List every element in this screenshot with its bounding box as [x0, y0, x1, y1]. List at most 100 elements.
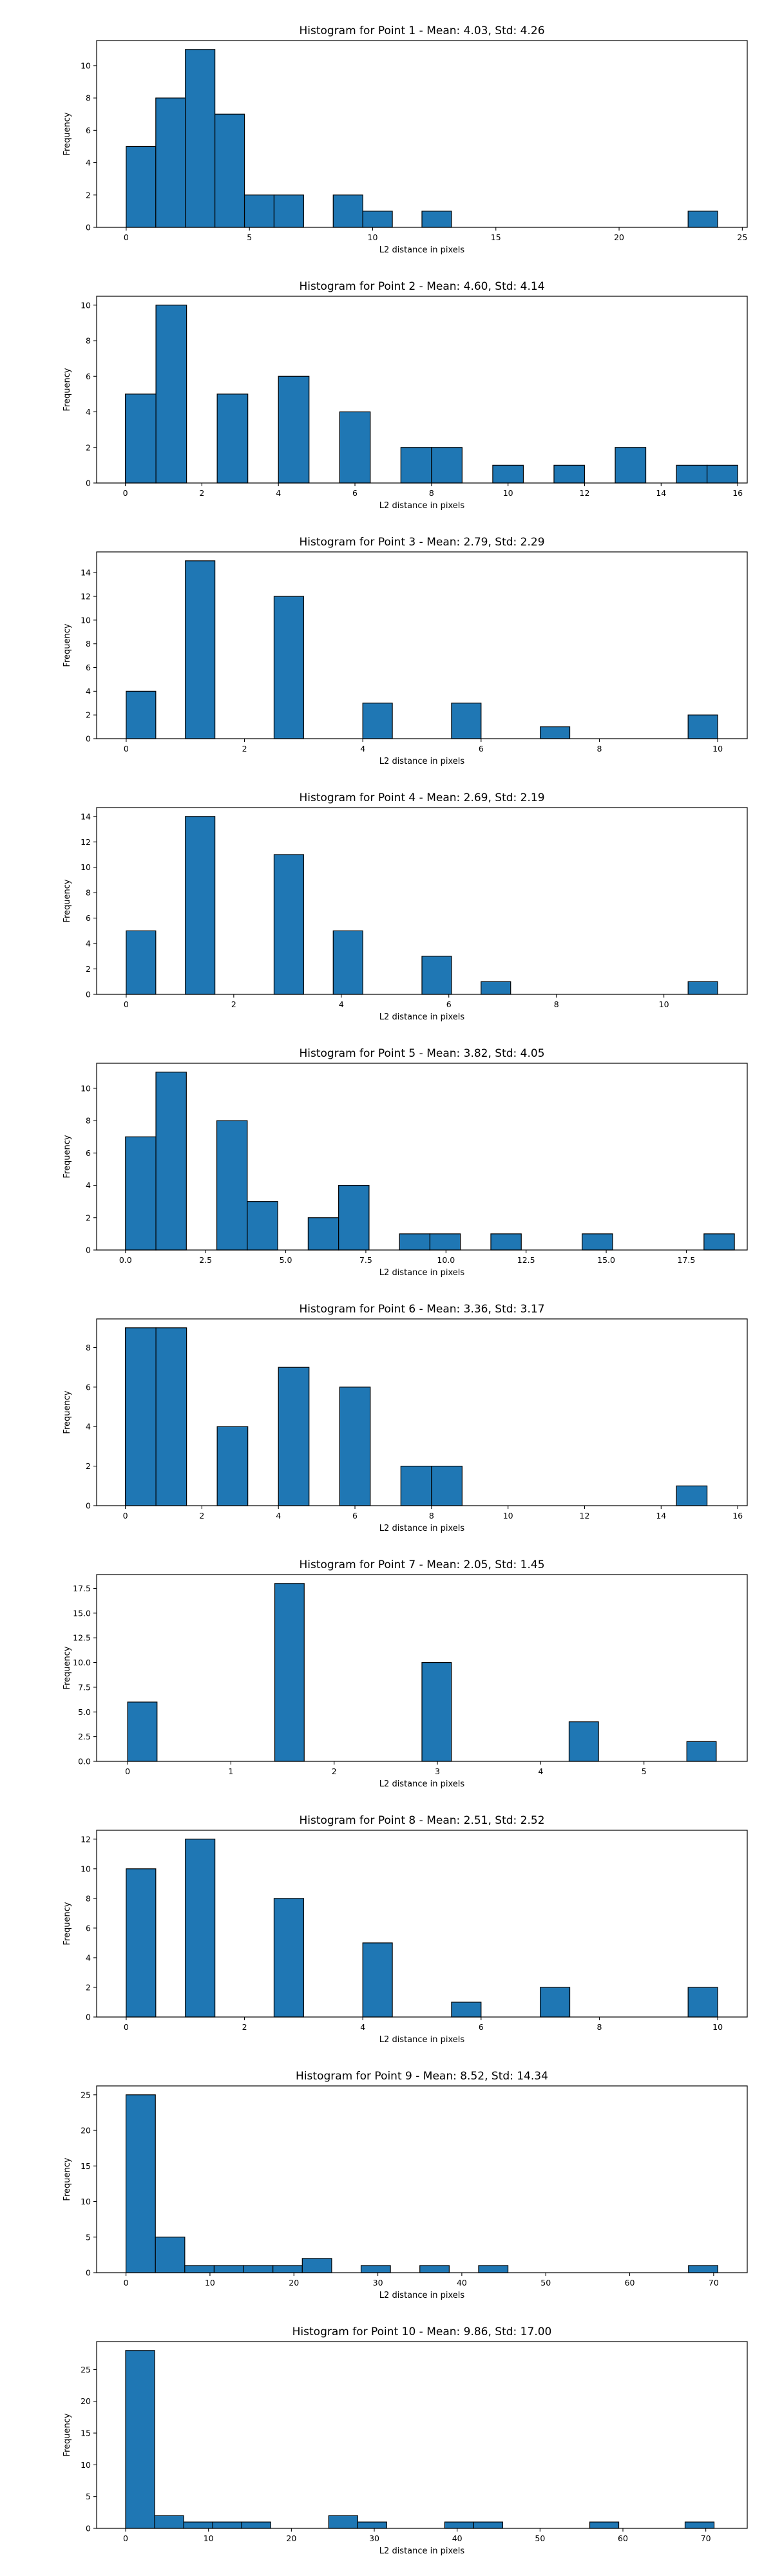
- y-tick-label: 7.5: [78, 1682, 91, 1692]
- x-tick-label: 2: [231, 999, 236, 1009]
- histogram-bar: [332, 930, 363, 995]
- y-tick-label: 12: [81, 837, 91, 847]
- histogram-bar: [155, 1327, 187, 1506]
- x-tick-label: 10: [503, 1511, 513, 1520]
- y-tick-label: 4: [86, 1422, 91, 1432]
- x-tick-label: 4: [276, 1511, 281, 1520]
- y-tick-label: 8: [86, 336, 91, 346]
- x-tick-label: 4: [276, 488, 281, 498]
- x-tick-label: 8: [554, 999, 559, 1009]
- histogram-panel-1: 0 5 10 15 20 25 0 2 4 6 8 10 Histogram for Point 1 -…: [62, 24, 748, 255]
- histogram-bar: [247, 1201, 278, 1251]
- histogram-bar: [216, 1426, 249, 1506]
- y-tick-label: 25: [81, 2090, 91, 2099]
- x-tick-label: 60: [625, 2278, 635, 2287]
- axes-frame: [96, 1063, 748, 1251]
- axes-frame: [96, 2341, 748, 2529]
- histogram-bar: [421, 956, 452, 995]
- y-tick-label: 2: [86, 442, 91, 452]
- histogram-bar: [676, 1485, 708, 1506]
- x-tick-label: 0: [124, 232, 129, 242]
- x-tick-label: 12: [580, 488, 590, 498]
- y-axis-label: Frequency: [62, 112, 72, 155]
- histogram-bar: [273, 1898, 304, 2018]
- y-tick-label: 2: [86, 1982, 91, 1992]
- x-axis-label: L2 distance in pixels: [379, 1524, 465, 1533]
- y-tick-label: 10: [81, 2197, 91, 2206]
- y-tick-label: 4: [86, 687, 91, 696]
- x-tick-label: 12.5: [517, 1255, 535, 1265]
- histogram-bar: [339, 411, 371, 484]
- y-axis-label: Frequency: [62, 1646, 72, 1689]
- x-tick-label: 2: [242, 744, 247, 753]
- axes-frame: [96, 807, 748, 995]
- histogram-bar: [126, 690, 157, 739]
- x-tick-label: 4: [360, 2022, 365, 2032]
- y-tick-label: 12: [81, 1834, 91, 1844]
- histogram-bar: [360, 2265, 391, 2273]
- histogram-bar: [589, 2521, 620, 2529]
- histogram-bar: [184, 2265, 215, 2273]
- y-tick-label: 4: [86, 1180, 91, 1190]
- x-tick-label: 0: [123, 2533, 128, 2543]
- y-tick-label: 10: [81, 61, 91, 70]
- y-tick-label: 0: [86, 990, 91, 999]
- y-tick-label: 6: [86, 126, 91, 135]
- y-axis-label: Frequency: [62, 2157, 72, 2201]
- x-tick-label: 20: [614, 232, 624, 242]
- histogram-bar: [243, 194, 275, 228]
- histogram-bar: [278, 1367, 310, 1506]
- x-tick-label: 10: [659, 999, 669, 1009]
- y-tick-label: 25: [81, 2365, 91, 2374]
- histogram-bar: [362, 1942, 393, 2018]
- histogram-bar: [687, 981, 718, 995]
- y-tick-label: 14: [81, 811, 91, 821]
- x-axis-label: L2 distance in pixels: [379, 1012, 465, 1022]
- x-tick-label: 2: [242, 2022, 247, 2032]
- x-tick-label: 6: [446, 999, 452, 1009]
- histogram-bar: [126, 146, 157, 228]
- x-tick-label: 0: [124, 744, 129, 753]
- x-tick-label: 0: [124, 999, 129, 1009]
- y-tick-label: 6: [86, 663, 91, 672]
- y-tick-label: 10: [81, 1864, 91, 1873]
- y-tick-label: 8: [86, 888, 91, 898]
- x-tick-label: 10.0: [437, 1255, 455, 1265]
- y-axis-label: Frequency: [62, 1135, 72, 1178]
- x-tick-label: 6: [479, 744, 484, 753]
- x-tick-label: 16: [732, 488, 743, 498]
- chart-title: Histogram for Point 2 - Mean: 4.60, Std:…: [299, 280, 544, 293]
- y-tick-label: 17.5: [73, 1584, 91, 1593]
- y-tick-label: 0: [86, 734, 91, 744]
- y-tick-label: 2: [86, 190, 91, 200]
- histogram-bar: [451, 2002, 482, 2018]
- y-tick-label: 0: [86, 1245, 91, 1255]
- histogram-panel-6: 0 2 4 6 8 10 12 14 16 0 2 4 6 8 Histogram for Point 6 …: [62, 1303, 748, 1533]
- histogram-bar: [687, 714, 718, 739]
- histogram-panel-10: 0 10 20 30 40 50 60 70 0 5 10 15 20 25 Histogram for P…: [62, 2325, 748, 2556]
- histogram-panel-9: 0 10 20 30 40 50 60 70 0 5 10 15 20 25 Histogram for P…: [62, 2070, 748, 2300]
- histogram-bar: [421, 211, 452, 228]
- y-axis-label: Frequency: [62, 879, 72, 922]
- x-tick-label: 1: [228, 1766, 233, 1776]
- axes-frame: [96, 1318, 748, 1506]
- x-tick-label: 0: [124, 2022, 129, 2032]
- y-tick-label: 2: [86, 964, 91, 974]
- y-tick-label: 15: [81, 2161, 91, 2171]
- histogram-bar: [478, 2265, 509, 2273]
- x-tick-label: 8: [596, 744, 602, 753]
- x-tick-label: 4: [538, 1766, 543, 1776]
- histogram-bar: [540, 726, 571, 739]
- y-tick-label: 2.5: [78, 1732, 91, 1741]
- axes-frame: [96, 1830, 748, 2018]
- x-tick-label: 0.0: [119, 1255, 132, 1265]
- x-tick-label: 0: [123, 488, 128, 498]
- x-axis-label: L2 distance in pixels: [379, 2546, 465, 2556]
- histogram-bar: [492, 464, 524, 484]
- y-tick-label: 5: [86, 2232, 91, 2242]
- y-tick-label: 0: [86, 223, 91, 232]
- histogram-bar: [155, 2237, 186, 2273]
- x-axis-label: L2 distance in pixels: [379, 2291, 465, 2300]
- x-tick-label: 3: [435, 1766, 440, 1776]
- histogram-panel-4: 0 2 4 6 8 10 0 2 4 6 8 10 12 14 Histogram for Point 4 …: [62, 791, 748, 1022]
